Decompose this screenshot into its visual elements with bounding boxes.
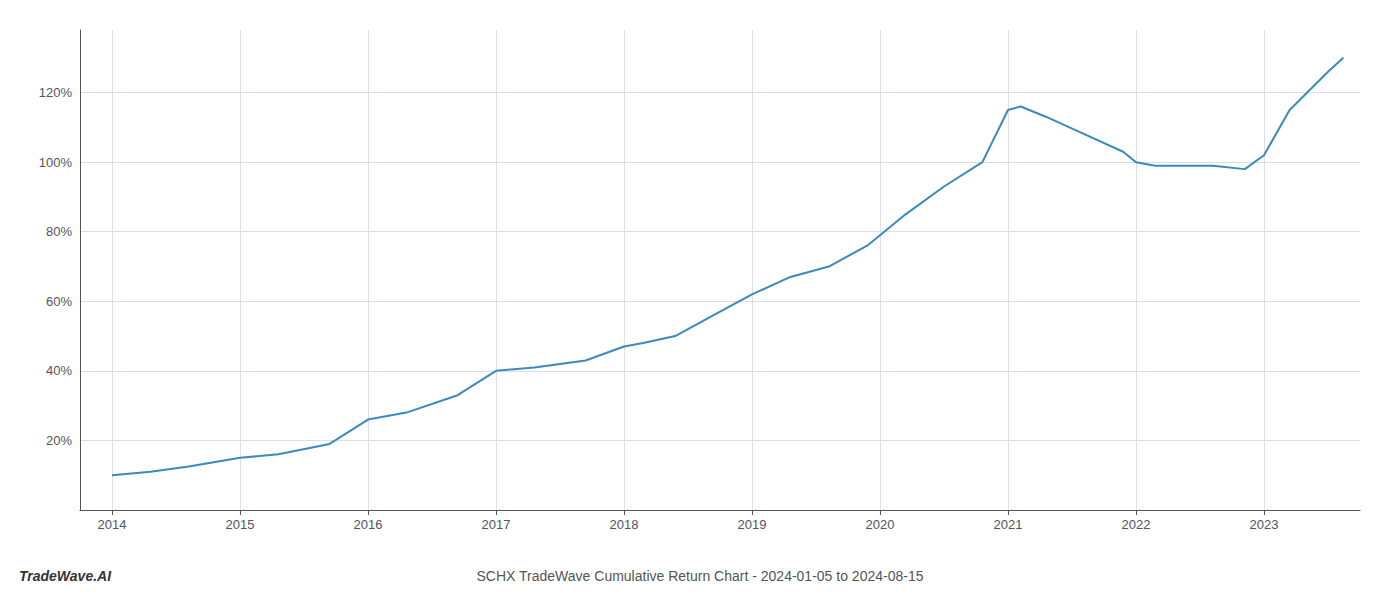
svg-text:2014: 2014	[98, 517, 127, 532]
svg-text:2017: 2017	[482, 517, 511, 532]
svg-text:20%: 20%	[46, 433, 72, 448]
svg-text:80%: 80%	[46, 224, 72, 239]
svg-text:2016: 2016	[354, 517, 383, 532]
svg-text:2020: 2020	[866, 517, 895, 532]
svg-text:TradeWave.AI: TradeWave.AI	[19, 568, 112, 584]
svg-text:40%: 40%	[46, 363, 72, 378]
svg-text:100%: 100%	[39, 155, 73, 170]
svg-text:2019: 2019	[738, 517, 767, 532]
svg-text:2022: 2022	[1122, 517, 1151, 532]
svg-text:2018: 2018	[610, 517, 639, 532]
svg-text:SCHX TradeWave Cumulative Retu: SCHX TradeWave Cumulative Return Chart -…	[477, 568, 924, 584]
svg-text:2023: 2023	[1250, 517, 1279, 532]
svg-text:2021: 2021	[994, 517, 1023, 532]
svg-text:60%: 60%	[46, 294, 72, 309]
svg-text:2015: 2015	[226, 517, 255, 532]
svg-text:120%: 120%	[39, 85, 73, 100]
